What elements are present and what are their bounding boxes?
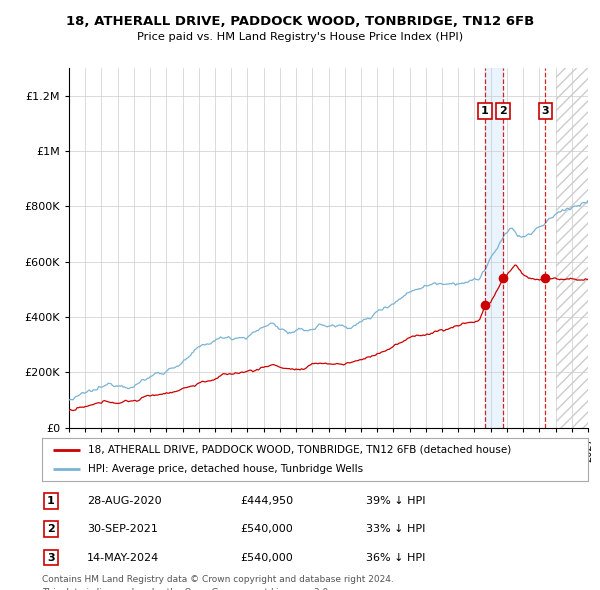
Text: HPI: Average price, detached house, Tunbridge Wells: HPI: Average price, detached house, Tunb… xyxy=(88,464,364,474)
Text: Contains HM Land Registry data © Crown copyright and database right 2024.: Contains HM Land Registry data © Crown c… xyxy=(42,575,394,584)
Text: 33% ↓ HPI: 33% ↓ HPI xyxy=(366,525,425,534)
Text: £540,000: £540,000 xyxy=(240,525,293,534)
Text: 14-MAY-2024: 14-MAY-2024 xyxy=(87,553,159,562)
Text: 2: 2 xyxy=(499,106,507,116)
Text: 18, ATHERALL DRIVE, PADDOCK WOOD, TONBRIDGE, TN12 6FB: 18, ATHERALL DRIVE, PADDOCK WOOD, TONBRI… xyxy=(66,15,534,28)
Text: 36% ↓ HPI: 36% ↓ HPI xyxy=(366,553,425,562)
Text: 2: 2 xyxy=(47,525,55,534)
Bar xyxy=(556,68,588,428)
Text: £540,000: £540,000 xyxy=(240,553,293,562)
Bar xyxy=(485,68,503,428)
Text: 1: 1 xyxy=(47,496,55,506)
Text: 30-SEP-2021: 30-SEP-2021 xyxy=(87,525,158,534)
Text: 1: 1 xyxy=(481,106,489,116)
Text: 28-AUG-2020: 28-AUG-2020 xyxy=(87,496,161,506)
Text: This data is licensed under the Open Government Licence v3.0.: This data is licensed under the Open Gov… xyxy=(42,588,331,590)
Text: £444,950: £444,950 xyxy=(240,496,293,506)
Text: 39% ↓ HPI: 39% ↓ HPI xyxy=(366,496,425,506)
Text: 3: 3 xyxy=(47,553,55,562)
Text: Price paid vs. HM Land Registry's House Price Index (HPI): Price paid vs. HM Land Registry's House … xyxy=(137,32,463,42)
Text: 3: 3 xyxy=(542,106,549,116)
Text: 18, ATHERALL DRIVE, PADDOCK WOOD, TONBRIDGE, TN12 6FB (detached house): 18, ATHERALL DRIVE, PADDOCK WOOD, TONBRI… xyxy=(88,445,512,455)
Bar xyxy=(556,68,588,428)
